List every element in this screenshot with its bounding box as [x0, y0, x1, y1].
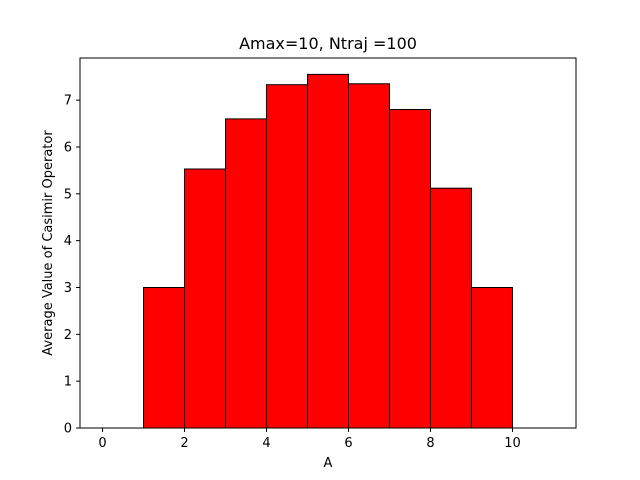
- y-tick-label: 6: [64, 140, 72, 155]
- chart-title: Amax=10, Ntraj =100: [239, 34, 417, 53]
- bar-4: [266, 84, 309, 429]
- x-axis-label: A: [324, 456, 333, 471]
- bar-6: [347, 83, 390, 429]
- bar-7: [388, 109, 431, 429]
- x-tick-label: 6: [344, 436, 352, 451]
- y-tick-label: 7: [64, 94, 72, 109]
- bar-9: [470, 286, 513, 429]
- bar-5: [307, 73, 349, 429]
- bar-8: [429, 187, 472, 429]
- bar-2: [184, 168, 227, 429]
- bar-3: [225, 118, 268, 429]
- bars-group: [102, 73, 554, 429]
- y-tick-label: 3: [64, 281, 72, 296]
- y-tick-label: 2: [64, 328, 72, 343]
- x-tick-label: 10: [504, 436, 521, 451]
- y-axis-ticks: 0 1 2 3 4 5 6 7: [64, 94, 80, 437]
- y-tick-label: 5: [64, 187, 72, 202]
- plot-frame: [79, 57, 577, 429]
- x-tick-label: 8: [426, 436, 434, 451]
- y-tick-label: 4: [64, 234, 72, 249]
- x-axis-ticks: 0 2 4 6 8 10: [98, 428, 521, 451]
- x-tick-label: 0: [98, 436, 106, 451]
- bar-1: [143, 286, 186, 429]
- y-tick-label: 1: [64, 375, 72, 390]
- x-tick-label: 4: [262, 436, 270, 451]
- y-axis-label: Average Value of Casimir Operator: [41, 130, 56, 356]
- x-tick-label: 2: [180, 436, 188, 451]
- y-tick-label: 0: [64, 422, 72, 437]
